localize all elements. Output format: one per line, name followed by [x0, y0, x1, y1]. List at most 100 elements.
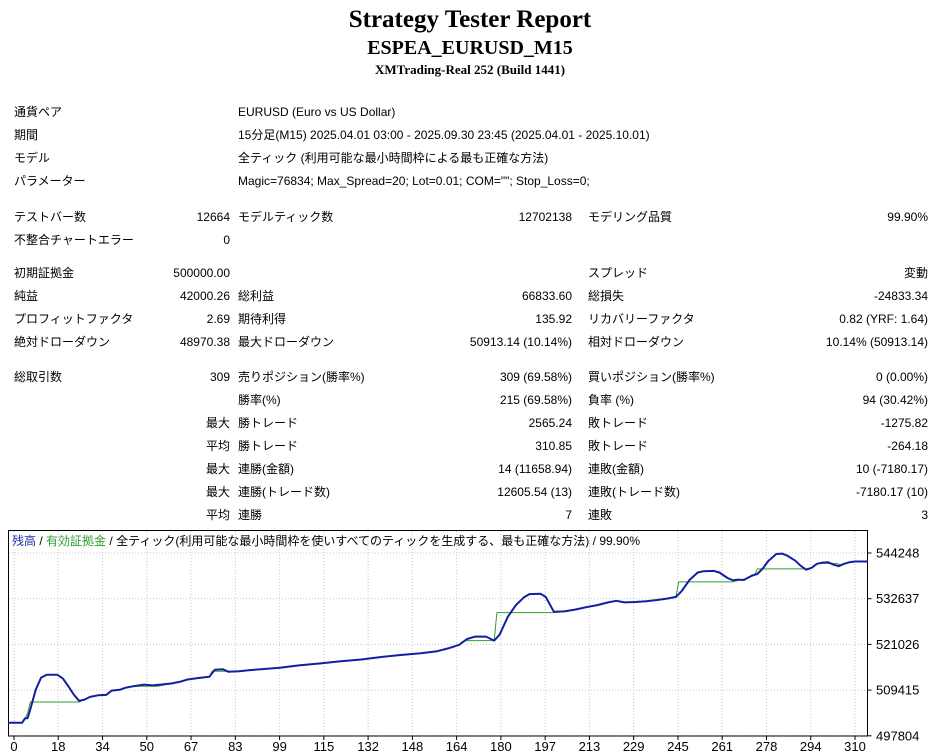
x-axis-label: 245: [667, 739, 689, 754]
table-row: 勝率(%) 215 (69.58%) 負率 (%) 94 (30.42%): [0, 389, 940, 412]
x-axis-label: 164: [446, 739, 468, 754]
row-value-2: 66833.60: [521, 289, 572, 303]
row-wide-value: EURUSD (Euro vs US Dollar): [238, 105, 396, 119]
row-label-1: [14, 504, 150, 527]
row-label-2: [238, 229, 410, 252]
row-value-3: 3: [921, 508, 928, 522]
row-value-2: 7: [565, 508, 572, 522]
row-label-2: 総利益: [238, 289, 275, 303]
row-label-3: 買いポジション(勝率%): [588, 370, 715, 384]
row-value-2: 135.92: [535, 312, 572, 326]
table-row: 初期証拠金 500000.00 スプレッド 変動: [0, 262, 940, 285]
row-label-3: スプレッド: [588, 266, 649, 280]
x-axis-label: 34: [95, 739, 109, 754]
table-row: 絶対ドローダウン 48970.38 最大ドローダウン 50913.14 (10.14%…: [0, 331, 940, 354]
row-value-1: 48970.38: [179, 335, 230, 349]
row-value-3: 10 (-7180.17): [855, 462, 928, 476]
x-axis-label: 180: [490, 739, 512, 754]
row-label-2: 売りポジション(勝率%): [238, 370, 365, 384]
row-value-2: [410, 229, 572, 252]
x-axis-label: 50: [140, 739, 154, 754]
row-value-2: 2565.24: [528, 416, 572, 430]
row-label-3: 敗トレード: [588, 439, 649, 453]
row-label-2: モデルティック数: [238, 210, 334, 224]
row-value-3: 変動: [903, 266, 928, 280]
row-value-3: -7180.17 (10): [855, 485, 928, 499]
row-label-1: [14, 389, 150, 412]
row-value-2: 12605.54 (13): [497, 485, 572, 499]
row-value-1: 平均: [205, 508, 230, 522]
y-axis-label: 497804: [876, 728, 919, 743]
row-label-1: 初期証拠金: [14, 266, 75, 280]
row-value-3: [760, 229, 928, 252]
row-label-1: 純益: [14, 289, 39, 303]
x-axis-label: 261: [711, 739, 733, 754]
row-value-3: -24833.34: [873, 289, 928, 303]
row-value-2: 309 (69.58%): [499, 370, 572, 384]
x-axis-label: 310: [844, 739, 866, 754]
row-label-3: リカバリーファクタ: [588, 312, 695, 326]
row-value-3: 99.90%: [887, 210, 928, 224]
row-value-2: 12702138: [518, 210, 572, 224]
row-value-1: 2.69: [206, 312, 230, 326]
row-value-1: 12664: [196, 210, 230, 224]
row-label-1: [14, 481, 150, 504]
table-row: 通貨ペア EURUSD (Euro vs US Dollar): [0, 101, 940, 124]
row-label-1: モデル: [14, 151, 51, 165]
row-value-3: -1275.82: [880, 416, 928, 430]
row-value-1: 0: [223, 233, 230, 247]
row-value-1: [150, 389, 230, 412]
row-value-1: 42000.26: [179, 289, 230, 303]
row-label-1: プロフィットファクタ: [14, 312, 134, 326]
row-value-2: [410, 262, 572, 285]
row-label-1: 期間: [14, 128, 39, 142]
legend-model-desc: 全ティック(利用可能な最小時間枠を使いすべてのティックを生成する、最も正確な方法…: [116, 534, 590, 548]
page-title: Strategy Tester Report: [348, 6, 592, 33]
row-label-2: 勝トレード: [238, 416, 299, 430]
x-axis-label: 148: [402, 739, 424, 754]
row-label-3: モデリング品質: [588, 210, 673, 224]
x-axis-label: 229: [623, 739, 645, 754]
server-build-line: XMTrading-Real 252 (Build 1441): [374, 62, 566, 77]
report-table: 通貨ペア EURUSD (Euro vs US Dollar) 期間 15分足(M15…: [0, 101, 940, 527]
row-label-1: テストバー数: [14, 210, 87, 224]
table-row: 最大 連勝(トレード数) 12605.54 (13) 連敗(トレード数) -7180.1…: [0, 481, 940, 504]
legend-separator: /: [589, 534, 600, 548]
row-value-3: 10.14% (50913.14): [825, 335, 928, 349]
x-axis-label: 213: [579, 739, 601, 754]
row-label-3: 負率 (%): [588, 393, 634, 407]
table-row: テストバー数 12664 モデルティック数 12702138 モデリング品質 99.90%: [0, 206, 940, 229]
table-row: 最大 連勝(金額) 14 (11658.94) 連敗(金額) 10 (-7180.17): [0, 458, 940, 481]
row-label-3: 連敗(金額): [588, 462, 644, 476]
row-value-2: 14 (11658.94): [498, 462, 572, 476]
y-axis-label: 509415: [876, 683, 919, 698]
row-label-1: パラメーター: [14, 174, 86, 188]
row-label-3: 相対ドローダウン: [588, 335, 685, 349]
row-value-1: 500000.00: [173, 266, 230, 280]
row-label-1: 不整合チャートエラー: [14, 233, 134, 247]
row-label-1: [14, 412, 150, 435]
table-row: プロフィットファクタ 2.69 期待利得 135.92 リカバリーファクタ 0.82 (Y…: [0, 308, 940, 331]
balance-chart-svg: 0 18 34 50 67 83 99 115 132 148 164 180 197 213 229 245…: [8, 530, 919, 754]
row-value-1: 最大: [205, 485, 230, 499]
row-label-1: [14, 435, 150, 458]
row-wide-value: 15分足(M15) 2025.04.01 03:00 - 2025.09.30 …: [238, 128, 650, 142]
row-value-2: 310.85: [535, 439, 572, 453]
row-label-1: 絶対ドローダウン: [14, 335, 111, 349]
table-row: パラメーター Magic=76834; Max_Spread=20; Lot=0.…: [0, 170, 940, 193]
row-value-1: 最大: [205, 416, 230, 430]
x-axis-label: 132: [357, 739, 379, 754]
row-value-1: 309: [209, 370, 230, 384]
table-row: 期間 15分足(M15) 2025.04.01 03:00 - 2025.09.3…: [0, 124, 940, 147]
row-label-2: 連勝(トレード数): [238, 485, 330, 499]
row-value-3: 0 (0.00%): [875, 370, 928, 384]
x-axis-label: 115: [313, 739, 334, 754]
y-axis-label: 532637: [876, 591, 919, 606]
x-axis-label: 83: [228, 739, 242, 754]
row-label-2: 最大ドローダウン: [238, 335, 335, 349]
table-row: モデル 全ティック (利用可能な最小時間枠による最も正確な方法): [0, 147, 940, 170]
row-label-2: 連勝: [238, 508, 263, 522]
row-value-3: 0.82 (YRF: 1.64): [839, 312, 928, 326]
row-label-2: 連勝(金額): [238, 462, 294, 476]
